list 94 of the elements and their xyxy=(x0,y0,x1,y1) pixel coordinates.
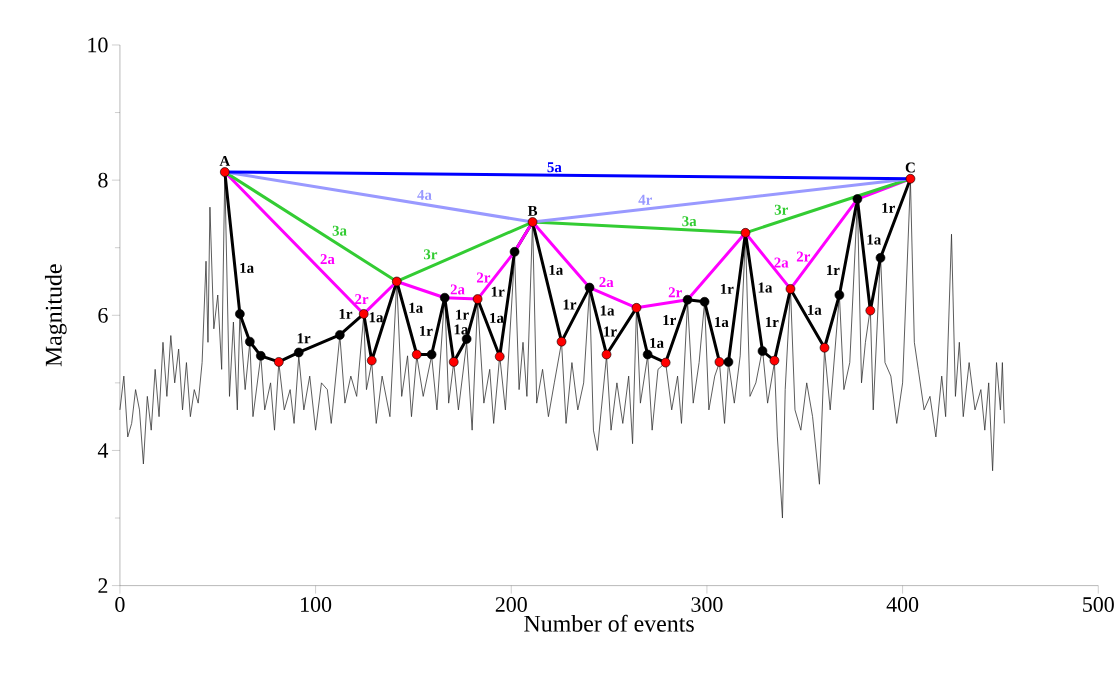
annotation: 2r xyxy=(476,272,491,283)
annotation: 1r xyxy=(604,326,617,337)
annotation: B xyxy=(527,206,538,217)
point xyxy=(358,309,369,319)
point xyxy=(461,334,472,344)
point xyxy=(905,174,916,184)
annotation: 4r xyxy=(638,195,652,205)
y-axis-title: Magnitude xyxy=(44,264,67,367)
annotation: 2a xyxy=(320,254,335,265)
annotation: 1r xyxy=(827,265,840,276)
annotation: 1r xyxy=(339,309,353,320)
y-tick-label: 6 xyxy=(98,308,108,323)
point xyxy=(494,351,505,362)
point xyxy=(235,309,245,319)
annotation: 3a xyxy=(332,225,347,236)
point xyxy=(682,295,693,305)
point xyxy=(865,305,876,316)
annotation: 3a xyxy=(682,216,697,227)
annotation: 2r xyxy=(668,287,682,298)
annotation: 4a xyxy=(417,190,432,201)
point xyxy=(448,357,459,367)
annotation: 1a xyxy=(758,282,773,293)
point xyxy=(392,276,402,287)
annotation: 1r xyxy=(882,203,895,213)
point xyxy=(601,349,612,360)
annotation: 1a xyxy=(600,305,615,316)
point xyxy=(740,228,751,238)
point xyxy=(411,349,422,360)
annotation: 1r xyxy=(663,315,676,326)
point xyxy=(556,337,567,347)
annotation: 3r xyxy=(774,204,788,216)
annotation: A xyxy=(219,156,231,167)
y-tick-label: 2 xyxy=(98,578,108,594)
point xyxy=(293,347,304,358)
annotation: 2a xyxy=(774,257,789,268)
point xyxy=(714,357,725,367)
point xyxy=(584,283,595,293)
point xyxy=(699,297,710,307)
x-tick-label: 100 xyxy=(301,597,332,613)
annotation: 1r xyxy=(420,326,433,336)
annotation: 2r xyxy=(355,294,369,305)
annotation: 1a xyxy=(867,234,881,245)
annotation: 1r xyxy=(491,286,505,297)
x-tick-label: 500 xyxy=(1083,597,1114,613)
point xyxy=(439,293,450,303)
annotation: 2r xyxy=(796,251,811,262)
y-tick-label: 4 xyxy=(97,443,109,458)
annotation: 5a xyxy=(547,162,562,173)
annotation: 1r xyxy=(297,333,311,344)
annotation: 1a xyxy=(650,338,664,349)
annotation: 1r xyxy=(563,299,577,310)
point xyxy=(660,358,671,368)
y-tick-label: 10 xyxy=(88,37,108,53)
annotation: 1a xyxy=(715,317,729,328)
point xyxy=(785,284,796,294)
point xyxy=(769,356,780,366)
annotation: 2a xyxy=(599,277,614,288)
point xyxy=(472,294,483,305)
x-tick-label: 0 xyxy=(115,597,125,613)
annotation: 1a xyxy=(549,265,564,276)
point xyxy=(245,337,255,347)
annotation: 1a xyxy=(490,313,504,324)
point xyxy=(220,167,230,178)
point xyxy=(256,351,266,361)
annotation: 1a xyxy=(409,303,423,314)
point xyxy=(819,343,830,353)
point xyxy=(852,194,863,205)
point xyxy=(631,303,642,313)
x-tick-label: 200 xyxy=(495,597,527,613)
y-tick-label: 8 xyxy=(98,172,108,188)
annotation: 1r xyxy=(720,284,734,295)
point xyxy=(875,253,886,263)
annotation: 1a xyxy=(369,312,384,323)
annotation: 1r xyxy=(456,309,469,320)
annotation: 1a xyxy=(240,263,254,274)
point xyxy=(335,330,345,340)
annotation: 1r xyxy=(765,317,779,328)
annotation: 3r xyxy=(423,249,438,260)
point xyxy=(509,247,520,257)
annotation: 1a xyxy=(454,324,469,335)
x-axis-title: Number of events xyxy=(524,614,694,633)
point xyxy=(366,356,377,366)
point xyxy=(642,349,653,360)
annotation: 1a xyxy=(808,305,822,316)
point xyxy=(426,349,437,360)
point xyxy=(757,346,768,357)
x-tick-label: 300 xyxy=(691,597,723,613)
annotation: C xyxy=(905,162,915,173)
point xyxy=(274,357,284,367)
point xyxy=(723,357,734,367)
annotation: 2a xyxy=(450,284,465,295)
x-tick-label: 400 xyxy=(886,597,919,613)
point xyxy=(527,217,538,228)
point xyxy=(834,290,845,301)
